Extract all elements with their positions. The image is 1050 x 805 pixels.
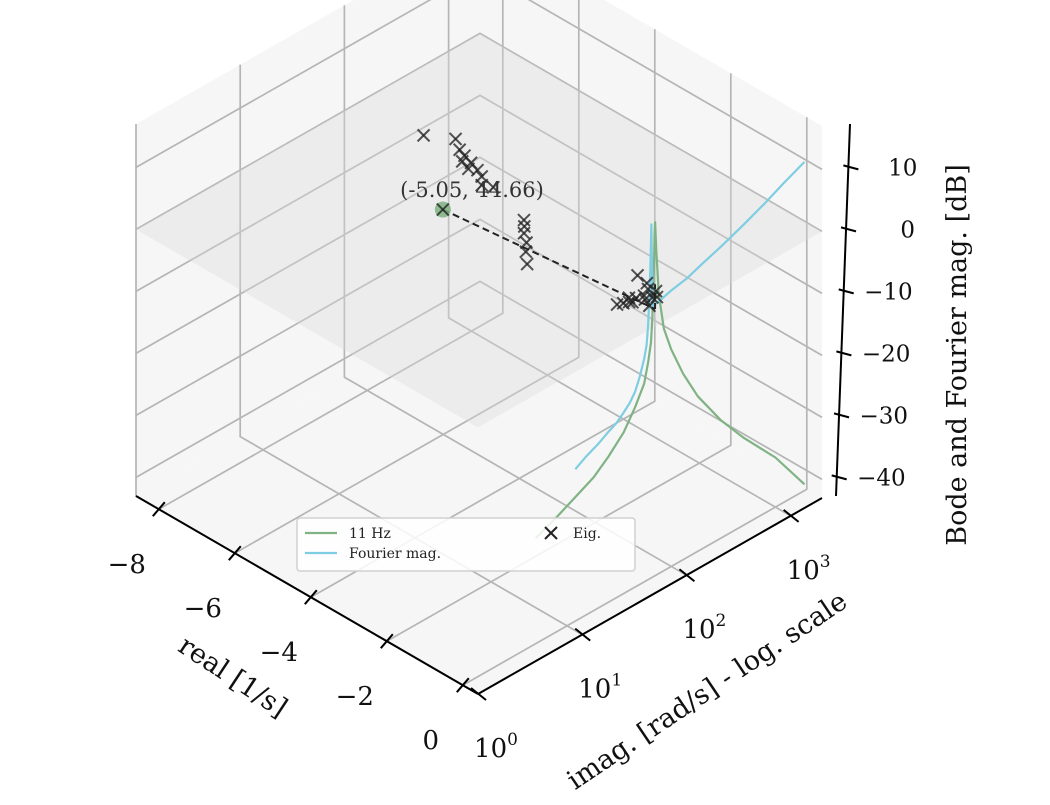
y-tick-0 (470, 687, 487, 701)
eig-marker-stroke-b (622, 295, 636, 309)
eig-marker-stroke-b (517, 219, 532, 234)
series-line-1 (574, 161, 806, 470)
z-tick-label-3: −10 (864, 279, 913, 305)
z-tick-label-0: −40 (857, 465, 906, 491)
eig-marker-13 (630, 268, 645, 283)
x-tick-4 (456, 677, 470, 693)
x-tick-3 (380, 633, 394, 649)
y-tick-exponent-3: 3 (820, 552, 831, 572)
y-tick-exponent-0: 0 (507, 730, 518, 750)
eig-marker-stroke-b (645, 290, 660, 305)
gridline-x-3 (386, 73, 732, 642)
z-axis-label: Bode and Fourier mag. [dB] (942, 164, 973, 546)
legend-marker-eig (544, 526, 558, 540)
y-tick-label-0: 100 (474, 730, 518, 764)
y-tick-2 (678, 568, 696, 583)
guide-dashed-horizontal (442, 208, 656, 310)
eig-marker-29 (452, 143, 467, 157)
x-tick-label-3: −2 (336, 682, 374, 712)
z-tick-label-1: −30 (859, 403, 908, 429)
eig-marker-12 (640, 276, 654, 290)
gridline-y-3 (447, 0, 792, 517)
gridline-x-4 (462, 117, 808, 686)
y-tick-1 (574, 627, 591, 642)
eig-marker-21 (486, 180, 500, 195)
eig-marker-stroke-b (517, 213, 531, 227)
x-tick-label-0: −8 (108, 550, 146, 580)
z-tick-4 (840, 226, 857, 233)
series-line-0 (534, 221, 806, 540)
eig-marker-15 (520, 257, 534, 271)
eig-marker-stroke-b (640, 276, 654, 290)
gridline-z-4 (135, 32, 823, 233)
back-left-pane (136, 0, 480, 496)
eig-marker-stroke-b (520, 257, 534, 271)
y-tick-exponent-2: 2 (716, 611, 727, 631)
gridline-y-2 (343, 5, 687, 576)
z-tick-2 (836, 350, 852, 357)
z-tick-label-5: 10 (888, 155, 917, 181)
z-tick-label-4: 0 (900, 217, 915, 243)
eig-marker-31 (416, 128, 431, 143)
x-axis-line (135, 495, 479, 695)
zero-db-plane-surface (136, 33, 822, 428)
z-tick-0 (831, 474, 847, 481)
eig-marker-stroke-b (486, 180, 500, 195)
gridline-x-1 (234, 0, 580, 554)
y-tick-3 (783, 509, 800, 523)
y-axis-line (477, 497, 823, 695)
eig-marker-stroke-b (436, 202, 450, 217)
z-axis-line (835, 123, 851, 497)
y-tick-label-1: 101 (578, 671, 622, 705)
eig-marker-stroke-b (630, 268, 645, 283)
eig-marker-stroke-b (641, 282, 655, 296)
zero-db-plane (136, 33, 822, 428)
z-tick-label-2: −20 (862, 341, 911, 367)
eig-marker-23 (474, 169, 489, 184)
y-tick-label-2: 102 (682, 611, 726, 645)
eig-marker-6 (638, 292, 652, 307)
legend-label-fourier: Fourier mag. (349, 546, 441, 562)
gridline-x-0 (158, 0, 504, 510)
eig-marker-stroke-b (519, 245, 533, 259)
x-tick-2 (304, 589, 318, 605)
eig-marker-32 (436, 202, 450, 217)
eig-marker-14 (642, 299, 657, 313)
eig-marker-30 (448, 132, 463, 146)
eig-marker-stroke-b (638, 292, 652, 307)
gridline-z-3 (135, 94, 823, 295)
gridlines (135, 0, 823, 695)
eig-marker-stroke-b (642, 299, 657, 313)
x-tick-label-1: −6 (184, 594, 222, 624)
eig-marker-stroke-b (452, 143, 467, 157)
z-tick-3 (838, 288, 854, 295)
legend-label-eig: Eig. (573, 526, 601, 542)
legend-label-11hz: 11 Hz (349, 526, 391, 542)
y-tick-exponent-1: 1 (611, 671, 622, 691)
z-tick-5 (843, 164, 859, 171)
peak-annotation: (-5.05, 44.66) (400, 178, 544, 202)
eig-marker-2 (622, 295, 636, 309)
eig-marker-stroke-b (416, 128, 431, 143)
gridline-z-5 (135, 0, 823, 171)
eig-marker-stroke-b (474, 169, 489, 184)
legend: 11 Hz Fourier mag. Eig. (296, 517, 636, 572)
x-tick-1 (228, 545, 242, 561)
eig-marker-20 (517, 213, 531, 227)
x-tick-label-4: 0 (423, 726, 440, 756)
data-series (416, 128, 806, 540)
eig-marker-stroke-b (448, 132, 463, 146)
y-tick-label-3: 103 (787, 552, 831, 586)
gridline-z-1 (135, 218, 823, 419)
eig-marker-8 (645, 290, 660, 305)
legend-marker-eig-stroke-b (544, 526, 558, 540)
x-tick-0 (152, 501, 166, 517)
eig-marker-stroke-b (649, 284, 663, 298)
gridline-z-0 (135, 280, 823, 481)
z-tick-1 (833, 412, 850, 419)
gridline-z-2 (135, 156, 823, 357)
x-tick-label-2: −4 (260, 638, 298, 668)
